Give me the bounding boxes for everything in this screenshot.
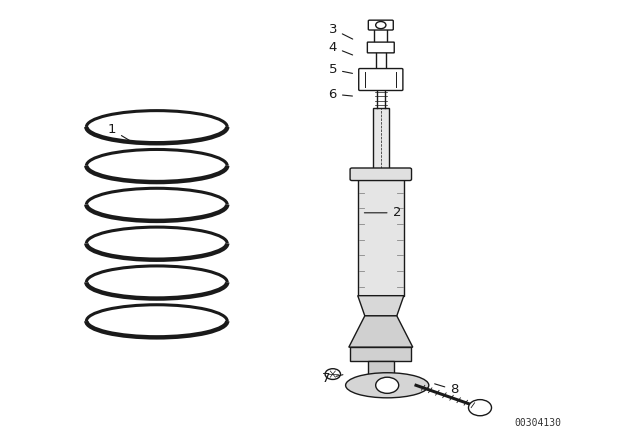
Bar [372, 108, 389, 172]
Circle shape [325, 369, 340, 379]
Text: 7: 7 [322, 372, 343, 385]
Circle shape [376, 377, 399, 393]
Bar [368, 361, 394, 376]
Text: 3: 3 [328, 22, 353, 39]
FancyBboxPatch shape [359, 69, 403, 90]
Ellipse shape [346, 373, 429, 398]
FancyBboxPatch shape [350, 168, 412, 181]
Bar [351, 347, 411, 361]
FancyBboxPatch shape [367, 42, 394, 53]
Text: 1: 1 [108, 123, 132, 142]
Text: 5: 5 [328, 63, 353, 76]
Circle shape [468, 400, 492, 416]
Text: 2: 2 [364, 206, 401, 220]
Text: 00304130: 00304130 [514, 418, 561, 428]
Polygon shape [349, 316, 413, 347]
Text: 6: 6 [328, 87, 353, 101]
Bar [358, 179, 404, 296]
Polygon shape [358, 296, 404, 316]
Circle shape [376, 22, 386, 29]
Text: 8: 8 [435, 383, 459, 396]
FancyBboxPatch shape [369, 20, 393, 30]
Text: 4: 4 [328, 40, 353, 55]
